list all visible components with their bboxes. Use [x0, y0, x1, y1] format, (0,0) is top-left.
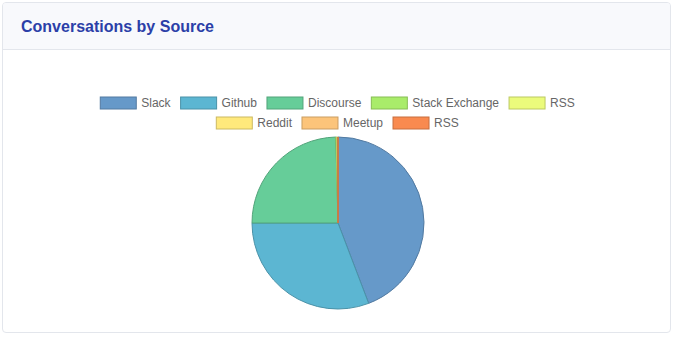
pie: [252, 137, 424, 309]
legend-item: Reddit: [216, 116, 292, 130]
chart: Slack Github Discourse Stack Exchange RSS Red…: [0, 0, 675, 337]
legend-swatch: [181, 97, 217, 109]
legend-swatch: [267, 97, 303, 109]
legend-item: Discourse: [267, 96, 362, 110]
pie-slice: [338, 137, 339, 223]
legend-swatch: [302, 117, 338, 129]
legend-swatch: [371, 97, 407, 109]
card-header: Conversations by Source: [3, 3, 670, 50]
legend-item: Meetup: [302, 116, 383, 130]
legend-label: Github: [222, 96, 258, 110]
legend-item: Slack: [100, 96, 171, 110]
legend-label: Meetup: [343, 116, 383, 130]
pie-slice: [336, 137, 338, 223]
legend-label: Discourse: [308, 96, 362, 110]
legend-item: RSS: [393, 116, 459, 130]
legend: Slack Github Discourse Stack Exchange RSS Red…: [100, 96, 574, 130]
pie-slice: [252, 223, 369, 309]
legend-swatch: [509, 97, 545, 109]
pie-slice: [338, 137, 339, 223]
pie-slice: [336, 137, 338, 223]
title: Conversations by Source: [21, 18, 214, 35]
legend-label: Stack Exchange: [412, 96, 499, 110]
pie-slice: [338, 137, 339, 223]
legend-label: Slack: [141, 96, 171, 110]
legend-swatch: [100, 97, 136, 109]
legend-swatch: [393, 117, 429, 129]
pie-slice: [252, 137, 338, 223]
legend-item: Github: [181, 96, 258, 110]
legend-label: RSS: [434, 116, 459, 130]
legend-label: Reddit: [257, 116, 292, 130]
legend-item: RSS: [509, 96, 575, 110]
legend-swatch: [216, 117, 252, 129]
legend-item: Stack Exchange: [371, 96, 499, 110]
legend-label: RSS: [550, 96, 575, 110]
